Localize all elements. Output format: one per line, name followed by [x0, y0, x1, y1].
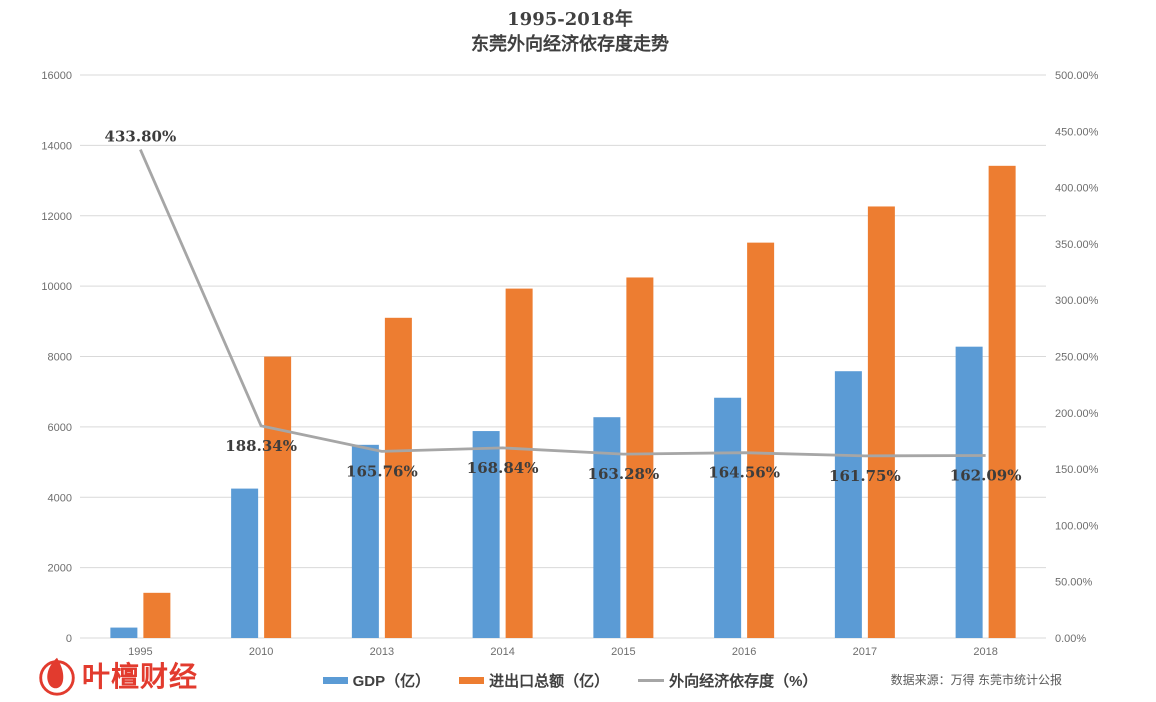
right-axis-tick-label: 200.00%: [1055, 408, 1099, 420]
import-export-legend-label: 进出口总额（亿）: [489, 673, 610, 690]
left-axis-tick-label: 2000: [48, 563, 72, 575]
chart-title-line2: 东莞外向经济依存度走势: [471, 34, 669, 55]
dependence-point-label: 165.76%: [346, 462, 418, 480]
right-axis-tick-label: 500.00%: [1055, 70, 1099, 82]
x-axis-label: 2017: [853, 646, 877, 658]
gdp-bar: [593, 417, 621, 638]
data-source-note: 数据来源：万得 东莞市统计公报: [890, 673, 1062, 687]
dependence-point-label: 161.75%: [829, 467, 901, 485]
import-export-bar: [384, 317, 412, 638]
left-axis-tick-label: 6000: [48, 422, 72, 434]
gdp-bar: [351, 444, 379, 638]
dependence-point-label: 433.80%: [105, 128, 177, 146]
dependence-line: [139, 148, 986, 458]
right-axis-tick-label: 300.00%: [1055, 295, 1099, 307]
gdp-legend-swatch: [322, 677, 348, 684]
x-axis-label: 1995: [128, 646, 152, 658]
import-export-bar: [264, 356, 292, 638]
import-export-legend-swatch: [459, 677, 485, 684]
x-axis-label: 2014: [490, 646, 514, 658]
legend-item-import-export: 进出口总额（亿）: [459, 670, 609, 691]
x-axis-label: 2018: [973, 646, 997, 658]
gdp-bar: [955, 346, 983, 638]
dependence-point-label: 168.84%: [467, 459, 539, 477]
right-axis-tick-label: 350.00%: [1055, 239, 1099, 251]
chart-title: 1995-2018年 东莞外向经济依存度走势: [0, 7, 1140, 57]
left-axis-tick-label: 10000: [41, 281, 72, 293]
legend-item-dependence: 外向经济依存度（%）: [638, 670, 817, 691]
dependence-point-label: 163.28%: [588, 465, 660, 483]
right-axis-tick-label: 450.00%: [1055, 126, 1099, 138]
left-axis-tick-label: 12000: [41, 211, 72, 223]
import-export-bar: [505, 288, 533, 638]
import-export-bar: [988, 165, 1016, 638]
import-export-bar: [143, 592, 171, 638]
right-axis-tick-label: 50.00%: [1055, 577, 1093, 589]
dependence-point-label: 162.09%: [950, 466, 1022, 484]
import-export-bar: [747, 242, 775, 639]
x-axis-label: 2015: [611, 646, 635, 658]
chart-title-line1: 1995-2018年: [507, 9, 633, 30]
x-axis-label: 2010: [249, 646, 273, 658]
dependence-legend-swatch: [638, 679, 665, 682]
gdp-legend-label: GDP（亿）: [352, 673, 431, 690]
gdp-bar: [231, 488, 259, 638]
right-axis-tick-label: 100.00%: [1055, 520, 1099, 532]
yetan-finance-logo: 叶檀财经: [34, 651, 198, 699]
logo-mark-icon: [39, 657, 75, 696]
dependence-legend-label: 外向经济依存度（%）: [669, 673, 818, 690]
x-axis-label: 2013: [370, 646, 394, 658]
import-export-bar: [867, 206, 895, 638]
left-axis-tick-label: 16000: [41, 70, 72, 82]
left-axis-tick-label: 4000: [48, 492, 72, 504]
right-axis-tick-label: 400.00%: [1055, 183, 1099, 195]
left-axis-tick-label: 8000: [48, 352, 72, 364]
right-axis-tick-label: 150.00%: [1055, 464, 1099, 476]
left-axis-tick-label: 14000: [41, 140, 72, 152]
logo-text: 叶檀财经: [82, 661, 199, 692]
dependence-point-label: 188.34%: [225, 437, 297, 455]
gdp-bar: [472, 431, 500, 638]
x-axis-label: 2016: [732, 646, 756, 658]
right-axis-tick-label: 250.00%: [1055, 352, 1099, 364]
import-export-bar: [626, 277, 654, 638]
gdp-bar: [834, 371, 862, 638]
right-axis-tick-label: 0.00%: [1055, 633, 1086, 645]
gdp-bar: [110, 627, 138, 638]
legend-item-gdp: GDP（亿）: [322, 670, 431, 691]
legend: GDP（亿） 进出口总额（亿） 外向经济依存度（%）: [0, 670, 1140, 691]
gdp-bar: [714, 397, 742, 638]
left-axis-tick-label: 0: [66, 633, 72, 645]
dependence-point-label: 164.56%: [708, 464, 780, 482]
